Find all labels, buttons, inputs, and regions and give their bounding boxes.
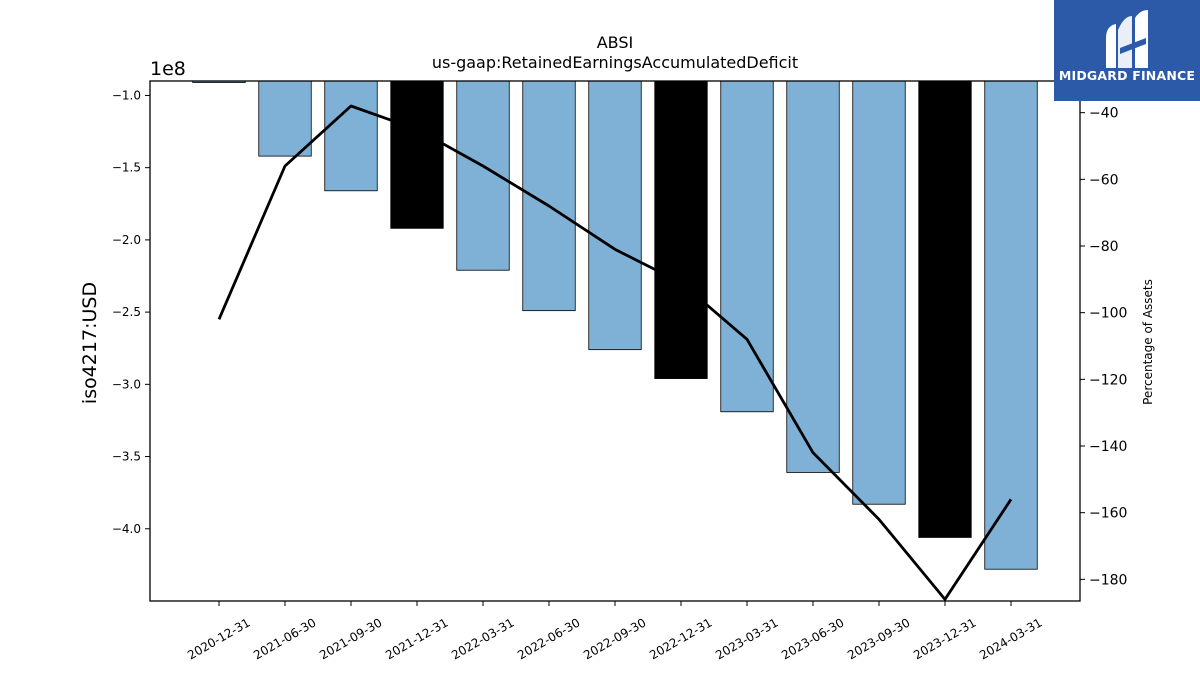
- y-tick-label: −2.0: [112, 233, 141, 247]
- bar-2021-09-30: [324, 80, 378, 192]
- x-tick-label: 2023-12-31: [911, 615, 978, 662]
- bar-2023-06-30: [786, 80, 840, 473]
- x-tick-label: 2020-12-31: [185, 615, 252, 662]
- y2-tick-label: −160: [1089, 506, 1127, 522]
- x-tick-label: 2021-06-30: [251, 615, 318, 662]
- x-tick-label: 2023-06-30: [779, 615, 846, 662]
- y2-tick-label: −60: [1089, 172, 1119, 188]
- x-tick-label: 2022-12-31: [647, 615, 714, 662]
- line-layer: [217, 104, 1013, 601]
- logo-text: MIDGARD FINANCE: [1058, 68, 1196, 83]
- x-tick-label: 2022-03-31: [449, 615, 516, 662]
- y-axis-label: iso4217:USD: [79, 282, 101, 404]
- bar-2021-06-30: [258, 80, 312, 157]
- series-line: [217, 104, 1013, 601]
- y-axis: −1.0 −1.5 −2.0 −2.5 −3.0 −3.5 −4.0: [112, 88, 150, 536]
- y-tick-label: −1.0: [112, 88, 141, 102]
- chart-title: ABSI: [597, 33, 634, 52]
- y2-tick-label: −80: [1089, 239, 1119, 255]
- bar-2023-12-31: [918, 80, 972, 538]
- bars: [192, 80, 1038, 570]
- y2-tick-label: −140: [1089, 439, 1127, 455]
- y2-tick-label: −100: [1089, 306, 1127, 322]
- x-tick-label: 2023-03-31: [713, 615, 780, 662]
- x-tick-label: 2022-06-30: [515, 615, 582, 662]
- x-axis: 2020-12-312021-06-302021-09-302021-12-31…: [185, 601, 1045, 662]
- y2-tick-label: −180: [1089, 572, 1127, 588]
- bar-2023-09-30: [852, 80, 906, 505]
- x-tick-label: 2024-03-31: [977, 615, 1044, 662]
- y-tick-label: −2.5: [112, 305, 141, 319]
- logo-mark-icon: [1106, 10, 1148, 68]
- x-tick-label: 2021-12-31: [383, 615, 450, 662]
- x-tick-label: 2022-09-30: [581, 615, 648, 662]
- y2-tick-label: −40: [1089, 106, 1119, 122]
- y-tick-label: −1.5: [112, 161, 141, 175]
- bar-2022-12-31: [654, 80, 708, 379]
- x-tick-label: 2023-09-30: [845, 615, 912, 662]
- y-tick-label: −4.0: [112, 522, 141, 536]
- x-tick-label: 2021-09-30: [317, 615, 384, 662]
- y2-tick-label: −120: [1089, 372, 1127, 388]
- bar-2023-03-31: [720, 80, 774, 413]
- y-tick-label: −3.5: [112, 450, 141, 464]
- y-offset-label: 1e8: [150, 58, 186, 80]
- bar-2024-03-31: [984, 80, 1038, 570]
- midgard-finance-logo: MIDGARD FINANCE: [1054, 0, 1200, 101]
- bar-2021-12-31: [390, 80, 444, 229]
- y-tick-label: −3.0: [112, 377, 141, 391]
- bar-2022-09-30: [588, 80, 642, 351]
- chart-subtitle: us-gaap:RetainedEarningsAccumulatedDefic…: [432, 53, 798, 72]
- y2-axis-label: Percentage of Assets: [1141, 279, 1155, 405]
- y2-axis: −40 −60 −80 −100 −120 −140 −160 −180: [1080, 106, 1127, 588]
